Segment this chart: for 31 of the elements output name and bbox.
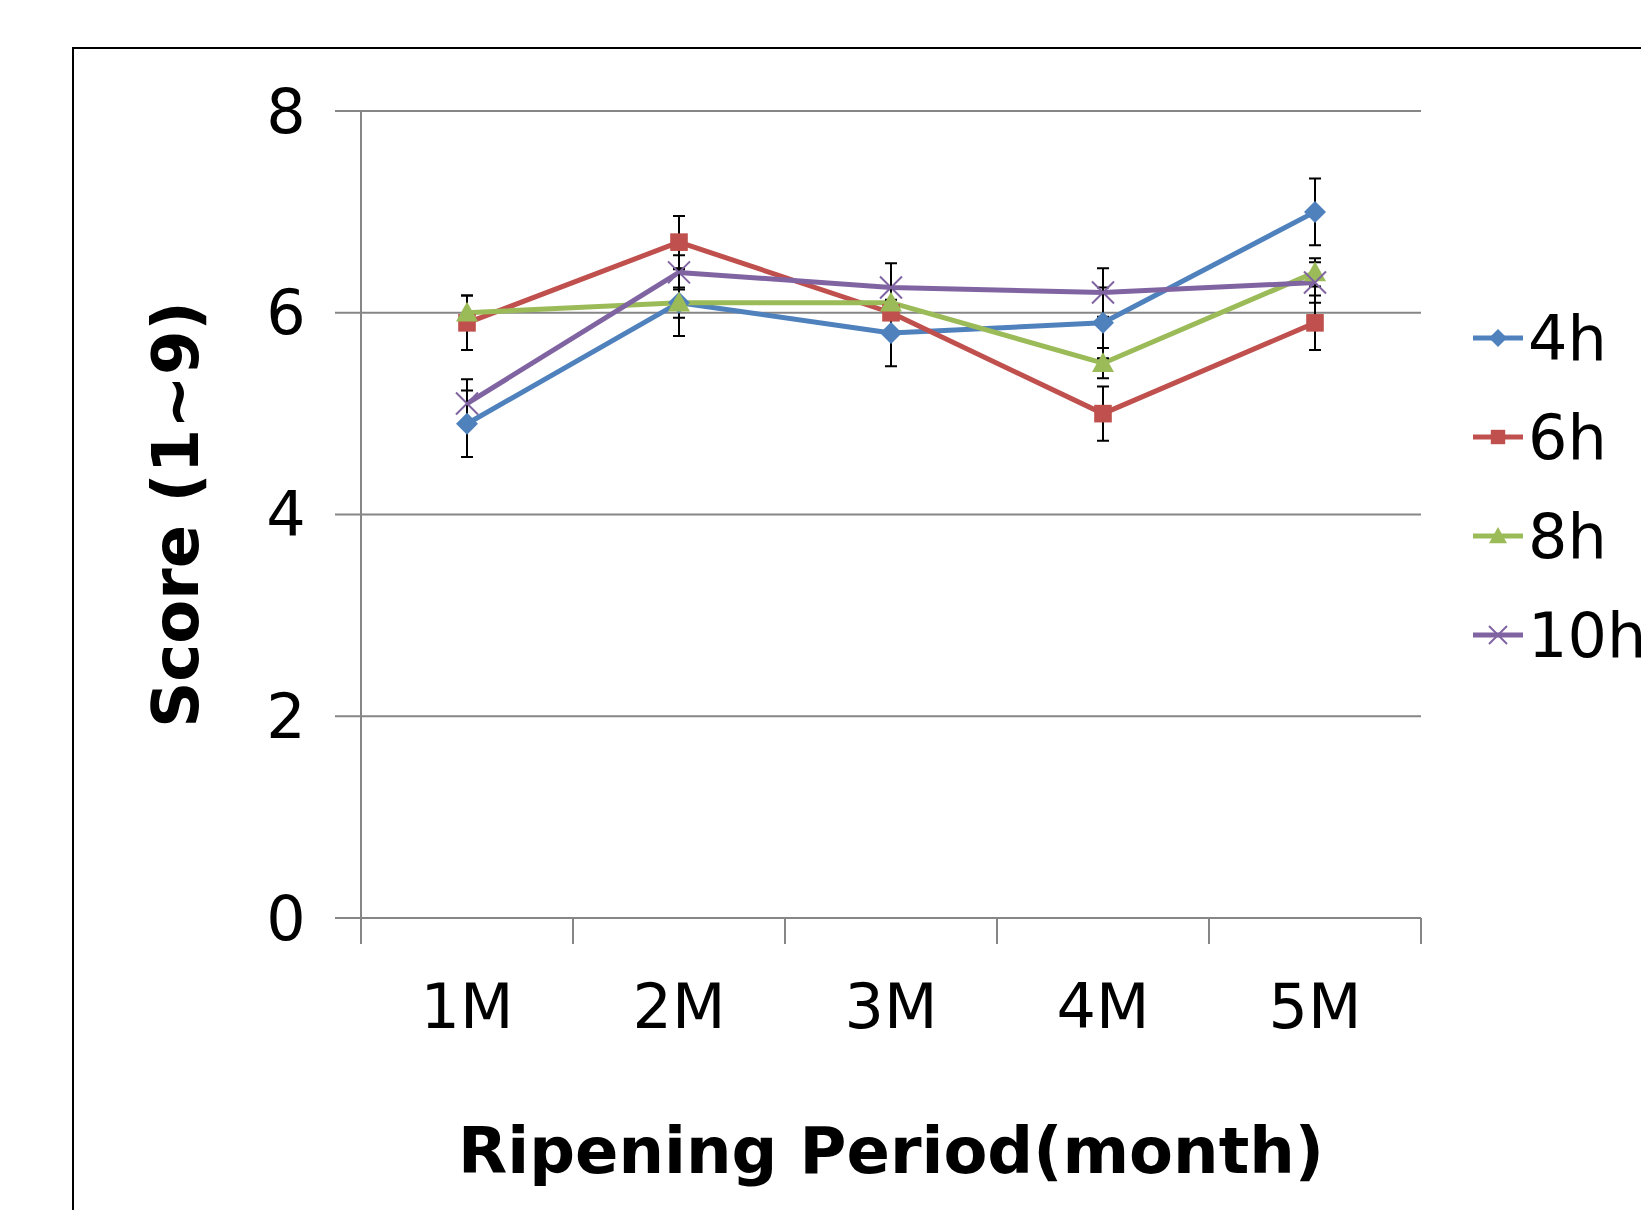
- y-tick-label: 6: [266, 276, 306, 350]
- point: [1306, 314, 1324, 332]
- point: [1304, 200, 1326, 223]
- point: [667, 260, 691, 285]
- y-axis-title: Score (1~9): [139, 301, 213, 728]
- x-tick-label: 1M: [420, 970, 514, 1043]
- point: [455, 391, 479, 416]
- x-axis-title: Ripening Period(month): [457, 1114, 1325, 1188]
- x-tick-label: 3M: [844, 970, 938, 1043]
- legend-label: 6h: [1528, 400, 1607, 474]
- y-tick-label: 4: [266, 478, 306, 551]
- y-tick-label: 2: [266, 679, 306, 753]
- x-tick-label: 5M: [1268, 970, 1362, 1043]
- point: [880, 321, 902, 344]
- x-tick-label: 4M: [1056, 970, 1150, 1043]
- legend-label: 10h: [1528, 598, 1647, 672]
- point: [1094, 404, 1112, 423]
- point: [456, 301, 478, 322]
- point: [880, 291, 902, 312]
- point: [879, 275, 903, 300]
- y-tick-label: 0: [266, 881, 306, 955]
- point: [456, 412, 478, 435]
- point: [1091, 280, 1115, 305]
- legend-label: 4h: [1528, 301, 1607, 375]
- y-tick-label: 8: [266, 74, 306, 148]
- point: [1092, 352, 1114, 372]
- point: [670, 233, 688, 251]
- legend-label: 8h: [1528, 499, 1607, 573]
- point: [1303, 270, 1327, 295]
- x-tick-label: 2M: [632, 970, 726, 1043]
- point: [1092, 311, 1114, 334]
